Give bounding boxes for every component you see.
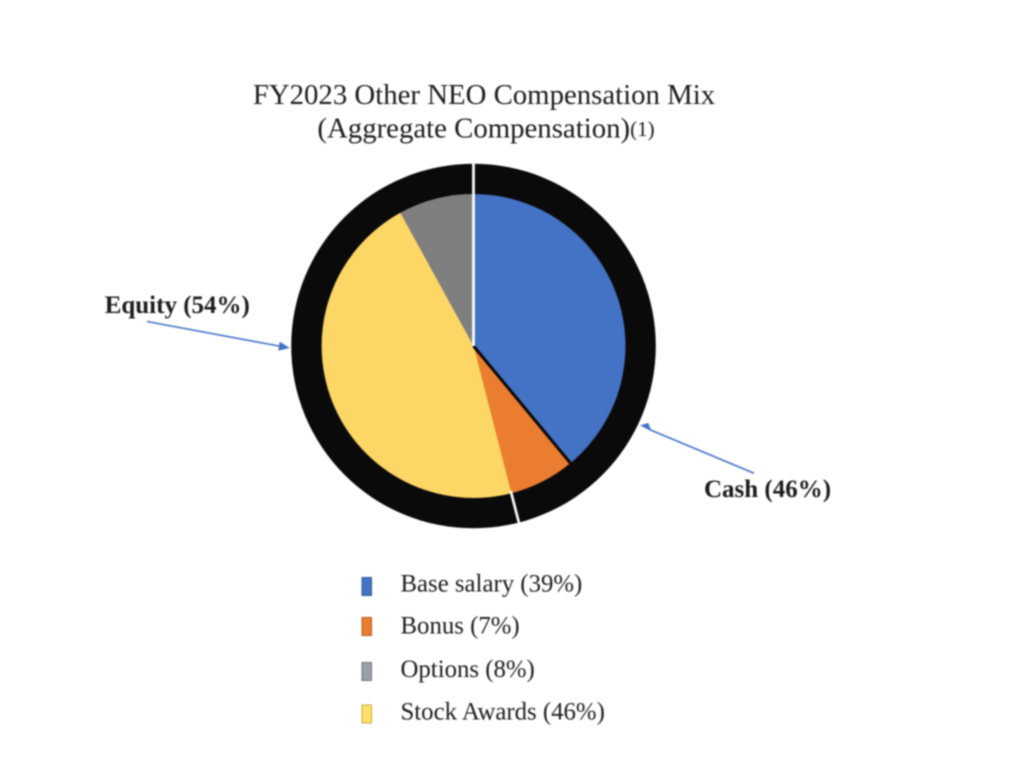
svg-text:Equity (54%): Equity (54%) (105, 292, 250, 319)
svg-text:(Aggregate Compensation)(1): (Aggregate Compensation)(1) (317, 113, 654, 145)
svg-text:Cash (46%): Cash (46%) (704, 476, 831, 503)
svg-text:Stock Awards (46%): Stock Awards (46%) (401, 699, 605, 726)
svg-text:FY2023 Other NEO Compensation: FY2023 Other NEO Compensation Mix (253, 79, 716, 111)
svg-text:Bonus (7%): Bonus (7%) (401, 613, 520, 640)
svg-text:Base salary (39%): Base salary (39%) (401, 571, 583, 598)
svg-text:Options (8%): Options (8%) (401, 656, 535, 683)
